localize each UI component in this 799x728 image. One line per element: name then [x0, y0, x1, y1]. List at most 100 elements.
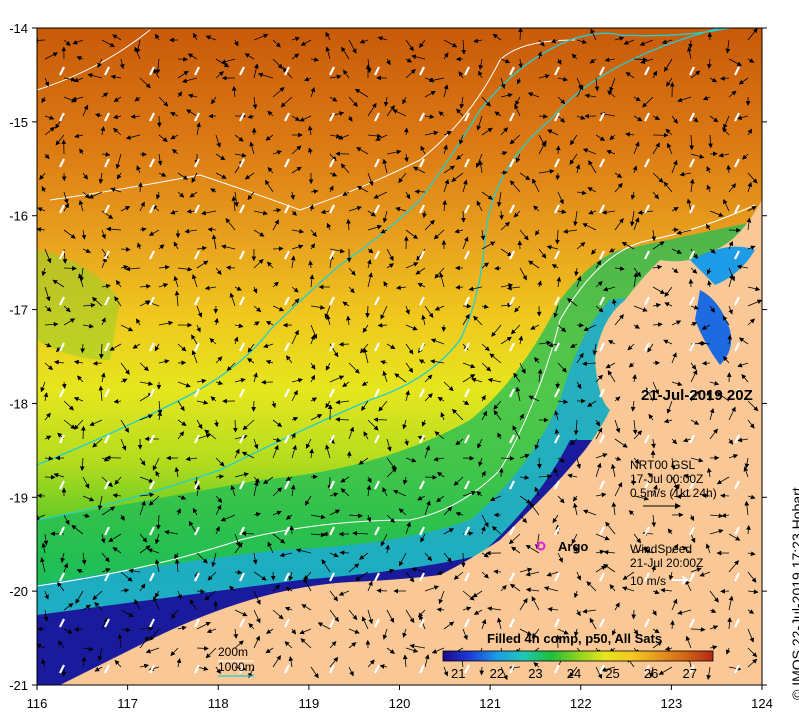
current-vector: [177, 91, 183, 98]
current-vector: [233, 39, 239, 47]
current-vector: [348, 563, 360, 573]
current-vector: [120, 419, 129, 433]
current-vector: [451, 172, 464, 182]
current-vector: [101, 152, 111, 157]
current-vector: [155, 58, 161, 75]
current-vector: [690, 321, 698, 327]
contour-legend-200m-label: 200m: [218, 645, 248, 659]
current-vector: [73, 396, 84, 402]
current-vector: [363, 431, 369, 440]
current-vector: [455, 438, 464, 446]
current-vector: [82, 495, 95, 502]
current-vector: [392, 489, 407, 497]
current-vector: [154, 533, 160, 545]
contour-legend-1000m-label: 1000m: [218, 660, 255, 674]
current-vector: [377, 36, 388, 41]
current-vector: [570, 343, 578, 348]
current-vector: [329, 153, 337, 162]
current-vector: [651, 438, 656, 449]
current-vector: [747, 419, 755, 429]
current-vector: [671, 483, 680, 497]
current-vector: [614, 438, 628, 448]
current-vector: [263, 476, 274, 485]
current-vector: [101, 229, 106, 240]
current-vector: [63, 265, 77, 271]
current-vector: [538, 113, 548, 119]
current-vector: [325, 400, 331, 409]
current-vector: [80, 343, 86, 354]
current-vector: [683, 473, 692, 479]
current-vector: [215, 457, 225, 467]
current-vector: [576, 115, 586, 120]
current-vector: [380, 305, 388, 320]
current-vector: [552, 514, 559, 524]
current-vector: [337, 134, 350, 140]
current-vector: [746, 217, 752, 231]
current-vector: [747, 299, 762, 307]
current-vector: [499, 210, 504, 220]
current-vector: [134, 46, 141, 60]
current-vector: [348, 362, 360, 374]
current-vector: [386, 514, 395, 523]
current-vector: [139, 362, 149, 372]
current-vector: [500, 58, 511, 64]
current-vector: [303, 577, 312, 592]
current-vector: [528, 260, 540, 269]
current-vector: [663, 181, 673, 193]
current-vector: [723, 115, 730, 130]
current-vector: [481, 191, 493, 200]
current-vector: [689, 178, 695, 193]
current-vector: [193, 32, 198, 41]
current-vector: [595, 427, 603, 440]
current-vector: [588, 210, 597, 215]
current-vector: [606, 150, 616, 155]
current-vector: [584, 93, 597, 99]
current-vector: [744, 457, 750, 469]
current-vector: [462, 236, 469, 250]
current-vector: [386, 467, 398, 478]
current-vector: [234, 134, 244, 142]
current-vector: [232, 419, 238, 433]
current-vector: [639, 39, 654, 46]
current-vector: [525, 571, 540, 577]
current-vector: [43, 533, 49, 546]
current-vector: [272, 281, 279, 288]
current-vector: [576, 190, 587, 196]
current-vector: [404, 153, 409, 163]
current-vector: [177, 172, 189, 180]
current-vector: [380, 360, 388, 365]
current-vector: [220, 244, 236, 250]
current-vector: [295, 548, 312, 554]
current-vector: [310, 397, 318, 402]
current-vector: [383, 281, 389, 288]
current-vector: [342, 301, 350, 307]
current-vector: [40, 381, 46, 393]
current-vector: [728, 183, 737, 193]
current-vector: [481, 304, 489, 309]
current-vector: [489, 495, 502, 502]
current-vector: [601, 209, 616, 215]
current-vector: [576, 381, 582, 390]
current-vector: [147, 548, 160, 554]
current-vector: [125, 266, 141, 272]
current-vector: [265, 321, 274, 326]
current-vector: [44, 305, 52, 312]
current-vector: [492, 33, 502, 41]
current-vector: [272, 584, 281, 592]
current-vector: [196, 260, 209, 269]
current-vector: [158, 96, 169, 107]
current-vector: [500, 221, 510, 231]
current-vector: [574, 267, 579, 277]
current-vector: [53, 472, 65, 478]
current-vector: [424, 500, 431, 516]
current-vector: [249, 141, 255, 155]
current-vector: [382, 370, 388, 383]
current-vector: [588, 160, 597, 174]
current-vector: [196, 324, 201, 333]
current-vector: [633, 272, 639, 288]
current-vector: [405, 324, 418, 331]
current-vector: [76, 55, 84, 61]
current-vector: [310, 229, 317, 237]
current-vector: [434, 305, 445, 311]
current-vector: [132, 343, 141, 349]
